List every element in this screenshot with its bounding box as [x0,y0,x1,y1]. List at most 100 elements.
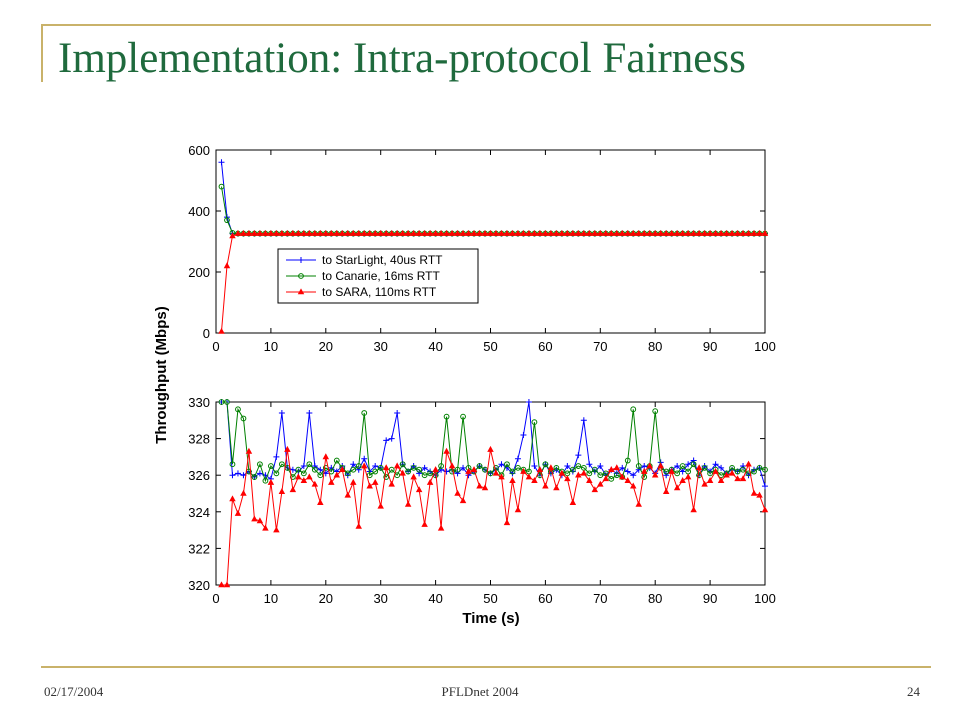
bottom-data-point [372,468,379,475]
bottom-data-point [432,466,439,473]
bottom-x-tick-label: 50 [483,591,497,606]
bottom-data-point [399,469,406,476]
bottom-data-point [701,480,708,487]
bottom-data-point [476,463,483,469]
top-data-point [240,229,247,236]
top-data-point [487,229,494,236]
x-axis-label: Time (s) [462,610,519,627]
bottom-data-point [569,466,576,473]
bottom-data-point [333,471,341,478]
bottom-data-point [591,466,598,473]
bottom-data-point [663,468,670,475]
bottom-data-point [454,489,461,496]
top-data-point [525,229,533,236]
top-data-point [695,229,703,236]
top-x-tick-label: 90 [703,339,717,354]
top-data-point [360,229,368,236]
bottom-data-point [619,473,626,480]
bottom-data-point [509,468,516,475]
top-data-point [608,229,615,236]
bottom-y-tick-label: 322 [188,541,210,556]
legend-label: to Canarie, 16ms RTT [322,269,440,283]
top-data-point [624,229,631,236]
bottom-data-point [630,406,637,413]
bottom-data-point [695,464,703,471]
bottom-data-point [311,480,319,487]
bottom-data-point [393,462,401,469]
bottom-data-point [712,461,719,468]
bottom-data-point [762,483,768,490]
bottom-data-point [443,413,450,420]
bottom-data-point [383,437,390,444]
top-data-point [234,229,242,236]
bottom-data-point [256,517,264,524]
bottom-data-point [459,497,467,504]
chart-panel-bottom: 0 10 20 30 40 50 60 70 80 90 100 320 322 324 326 328 330 [188,395,776,606]
bottom-data-point [421,472,428,479]
top-data-point [536,229,544,236]
bottom-data-point [498,461,505,468]
top-data-point [218,159,225,166]
bottom-data-point [388,435,395,442]
bottom-data-point [366,472,373,479]
bottom-x-tick-label: 100 [754,591,776,606]
top-data-point [339,229,346,236]
bottom-data-point [350,461,357,468]
bottom-data-point [685,461,692,468]
bottom-data-point [218,399,225,405]
bottom-x-tick-label: 40 [428,591,442,606]
bottom-x-tick-label: 20 [319,591,333,606]
bottom-data-point [223,581,231,588]
top-data-point [756,229,763,236]
top-data-point [388,229,395,236]
bottom-data-point [306,461,313,468]
bottom-data-point [278,461,285,468]
bottom-y-tick-label: 328 [188,432,210,447]
bottom-data-point [426,478,434,485]
top-data-point [366,229,373,236]
top-data-point [591,229,599,236]
top-data-point [750,229,758,236]
bottom-data-point [756,464,763,471]
bottom-data-point [717,477,725,483]
bottom-data-point [449,468,455,475]
bottom-data-point [240,489,247,496]
bottom-data-point [663,472,670,479]
bottom-data-point [740,466,746,473]
bottom-data-point [580,469,588,476]
bottom-data-point [350,478,357,485]
top-data-point [651,229,659,236]
top-data-point [295,229,302,236]
top-data-point [399,229,406,236]
bottom-data-point [564,475,571,482]
bottom-data-point [224,399,230,405]
bottom-data-point [723,471,730,478]
bottom-data-point [360,462,368,469]
bottom-data-point [262,524,269,531]
bottom-data-point [295,466,302,473]
chart-panel-top: 0 10 20 30 40 50 60 70 80 90 100 0 200 400 600 [188,143,776,354]
bottom-x-tick-label: 80 [648,591,662,606]
bottom-data-point [372,463,379,470]
bottom-series-to-canarie-16ms-rtt [218,399,768,484]
top-data-point [509,229,516,236]
footer-date: 02/17/2004 [44,684,104,699]
bottom-data-point [690,506,697,513]
bottom-data-point [339,466,346,473]
bottom-data-point [262,477,269,484]
bottom-data-point [267,478,275,485]
bottom-data-point [739,475,747,482]
top-data-point [701,229,708,236]
top-data-point [597,229,604,236]
top-data-point [284,229,291,236]
bottom-data-point [509,477,516,483]
bottom-series-line [221,401,766,483]
bottom-series-line [221,401,766,487]
bottom-data-point [416,470,423,477]
bottom-data-point [503,519,511,526]
bottom-data-point [257,461,263,468]
top-data-point [602,229,610,236]
bottom-data-point [701,464,708,471]
top-data-point [657,229,664,236]
